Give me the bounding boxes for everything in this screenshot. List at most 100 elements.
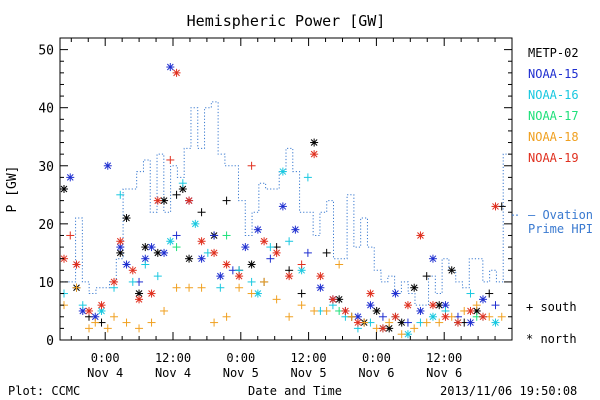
marker-noaa-15 xyxy=(466,318,475,327)
marker-noaa-18 xyxy=(497,312,506,321)
marker-stroke xyxy=(454,319,462,326)
marker-stroke xyxy=(98,301,105,309)
marker-metp-02 xyxy=(197,208,206,217)
marker-stroke xyxy=(429,255,437,263)
marker-stroke xyxy=(410,284,418,292)
marker-noaa-19 xyxy=(491,202,500,211)
marker-noaa-19 xyxy=(478,312,487,321)
x-tick-time: 0:00 xyxy=(91,351,120,365)
y-tick-label: 40 xyxy=(38,102,54,117)
marker-noaa-19 xyxy=(135,295,144,304)
marker-stroke xyxy=(367,290,374,297)
marker-stroke xyxy=(254,290,262,297)
marker-stroke xyxy=(135,295,143,303)
marker-stroke xyxy=(354,313,362,321)
marker-stroke xyxy=(398,319,406,326)
marker-noaa-15 xyxy=(216,272,225,281)
marker-noaa-18 xyxy=(72,283,81,292)
marker-noaa-18 xyxy=(210,318,219,327)
marker-noaa-19 xyxy=(391,312,400,321)
marker-noaa-15 xyxy=(253,225,262,234)
marker-stroke xyxy=(210,249,218,257)
x-tick-time: 12:00 xyxy=(155,351,191,365)
marker-stroke xyxy=(154,249,162,257)
x-tick-date: Nov 5 xyxy=(223,366,259,380)
marker-noaa-19 xyxy=(172,68,181,77)
marker-noaa-16 xyxy=(303,173,312,182)
marker-noaa-18 xyxy=(160,306,169,315)
marker-stroke xyxy=(417,232,424,239)
marker-stroke xyxy=(310,139,318,146)
marker-noaa-16 xyxy=(191,219,200,228)
y-tick-label: 30 xyxy=(38,160,54,175)
marker-stroke xyxy=(279,168,287,175)
x-tick-time: 12:00 xyxy=(426,351,462,365)
marker-stroke xyxy=(198,255,205,263)
footer-left: Plot: CCMC xyxy=(8,384,81,398)
marker-stroke xyxy=(292,226,299,234)
marker-stroke xyxy=(492,203,499,210)
marker-noaa-19 xyxy=(341,306,350,315)
legend-metp-02: METP-02 xyxy=(528,46,579,60)
marker-stroke xyxy=(329,295,337,303)
marker-noaa-15 xyxy=(478,295,487,304)
marker-stroke xyxy=(116,237,124,245)
marker-noaa-15 xyxy=(160,248,169,257)
marker-stroke xyxy=(135,290,143,297)
marker-noaa-18 xyxy=(285,312,294,321)
marker-noaa-15 xyxy=(378,312,387,321)
footer-right: 2013/11/06 19:50:08 xyxy=(440,384,578,398)
marker-stroke xyxy=(479,295,487,303)
marker-stroke xyxy=(317,272,324,280)
marker-stroke xyxy=(442,313,449,321)
marker-noaa-15 xyxy=(278,202,287,211)
marker-metp-02 xyxy=(410,283,419,292)
x-tick-date: Nov 5 xyxy=(291,366,327,380)
marker-stroke xyxy=(254,226,262,234)
legend-noaa-15: NOAA-15 xyxy=(528,67,579,81)
marker-noaa-19 xyxy=(316,272,325,281)
marker-metp-02 xyxy=(310,138,319,147)
marker-noaa-18 xyxy=(322,306,331,315)
legend-ovation: — Ovation xyxy=(528,208,593,222)
marker-stroke xyxy=(116,249,124,257)
marker-stroke xyxy=(179,185,187,193)
marker-noaa-16 xyxy=(278,167,287,176)
marker-stroke xyxy=(429,313,437,321)
marker-stroke xyxy=(104,162,112,170)
y-tick-label: 50 xyxy=(38,44,54,59)
marker-noaa-15 xyxy=(147,243,156,252)
marker-noaa-16 xyxy=(141,260,150,269)
marker-noaa-16 xyxy=(97,306,106,315)
marker-stroke xyxy=(335,295,343,303)
marker-noaa-19 xyxy=(285,272,294,281)
marker-stroke xyxy=(473,307,481,315)
marker-stroke xyxy=(216,272,224,280)
marker-stroke xyxy=(185,197,193,204)
marker-noaa-19 xyxy=(297,260,306,269)
marker-noaa-18 xyxy=(297,301,306,310)
marker-stroke xyxy=(298,266,305,274)
marker-metp-02 xyxy=(447,266,456,275)
marker-stroke xyxy=(223,261,230,268)
marker-noaa-17 xyxy=(222,231,231,240)
marker-noaa-15 xyxy=(210,231,219,240)
marker-noaa-19 xyxy=(153,196,162,205)
marker-noaa-19 xyxy=(235,272,244,281)
marker-stroke xyxy=(235,272,243,280)
marker-noaa-18 xyxy=(472,301,481,310)
marker-stroke xyxy=(198,237,205,245)
marker-noaa-18 xyxy=(197,283,206,292)
marker-metp-02 xyxy=(322,248,331,257)
marker-metp-02 xyxy=(172,190,181,199)
marker-noaa-19 xyxy=(328,295,337,304)
marker-noaa-18 xyxy=(185,283,194,292)
x-tick-date: Nov 6 xyxy=(358,366,394,380)
marker-stroke xyxy=(379,325,387,332)
marker-noaa-19 xyxy=(197,237,206,246)
marker-noaa-19 xyxy=(441,312,450,321)
marker-noaa-19 xyxy=(366,289,375,298)
marker-stroke xyxy=(110,278,118,286)
ovation-prime-line xyxy=(62,101,510,306)
marker-noaa-16 xyxy=(466,289,475,298)
